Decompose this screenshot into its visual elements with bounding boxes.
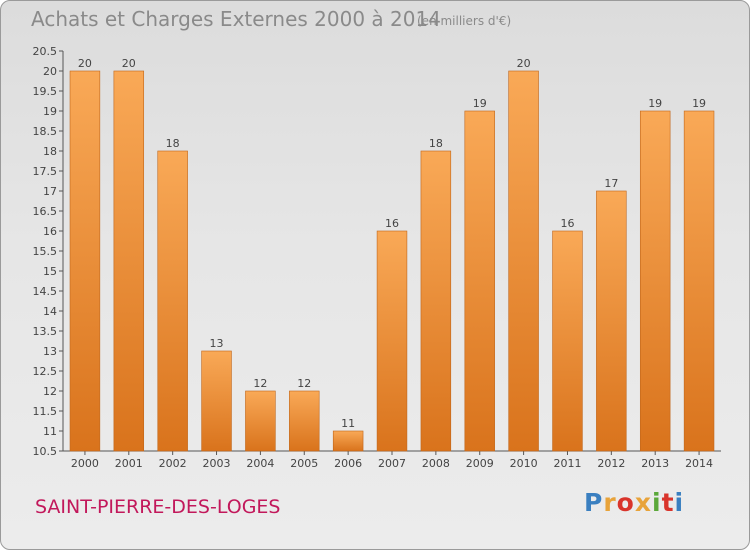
y-tick-label: 14 bbox=[43, 305, 57, 318]
bar bbox=[332, 430, 364, 452]
y-tick-label: 20.5 bbox=[33, 45, 58, 58]
y-tick-label: 13.5 bbox=[33, 325, 58, 338]
x-tick-label: 2003 bbox=[203, 457, 231, 470]
logo-letter: i bbox=[674, 488, 685, 517]
x-tick-label: 2014 bbox=[685, 457, 713, 470]
logo-letter: x bbox=[634, 488, 652, 517]
y-tick-label: 16.5 bbox=[33, 205, 58, 218]
x-tick-label: 2001 bbox=[115, 457, 143, 470]
y-tick-label: 12.5 bbox=[33, 365, 58, 378]
x-tick-label: 2008 bbox=[422, 457, 450, 470]
bar bbox=[464, 110, 495, 452]
bar bbox=[157, 150, 188, 452]
logo-letter: t bbox=[661, 488, 675, 517]
x-tick-label: 2010 bbox=[510, 457, 538, 470]
logo-letter: i bbox=[652, 488, 662, 517]
x-tick-label: 2000 bbox=[71, 457, 99, 470]
bar bbox=[376, 230, 408, 452]
x-tick-label: 2006 bbox=[334, 457, 362, 470]
bar bbox=[596, 190, 627, 452]
commune-name: SAINT-PIERRE-DES-LOGES bbox=[35, 496, 281, 518]
y-tick-label: 12 bbox=[43, 385, 57, 398]
data-label: 19 bbox=[692, 97, 706, 110]
data-label: 16 bbox=[385, 217, 399, 230]
bar bbox=[639, 110, 671, 452]
data-label: 18 bbox=[166, 137, 180, 150]
logo-letter: P bbox=[584, 488, 604, 517]
bar bbox=[69, 70, 101, 452]
bar bbox=[508, 70, 539, 452]
bar bbox=[683, 110, 715, 452]
x-tick-label: 2005 bbox=[290, 457, 318, 470]
bar bbox=[552, 230, 583, 452]
y-tick-label: 11.5 bbox=[33, 405, 58, 418]
y-tick-label: 19.5 bbox=[33, 85, 58, 98]
data-label: 12 bbox=[253, 377, 267, 390]
y-tick-label: 17 bbox=[43, 185, 57, 198]
bar bbox=[289, 390, 320, 452]
data-label: 18 bbox=[429, 137, 443, 150]
y-tick-label: 13 bbox=[43, 345, 57, 358]
y-tick-label: 18 bbox=[43, 145, 57, 158]
y-tick-label: 20 bbox=[43, 65, 57, 78]
y-tick-label: 18.5 bbox=[33, 125, 58, 138]
logo-letter: o bbox=[616, 488, 635, 517]
y-tick-label: 10.5 bbox=[33, 445, 58, 458]
bar bbox=[420, 150, 452, 452]
chart-title: Achats et Charges Externes 2000 à 2014 bbox=[31, 7, 441, 31]
bars bbox=[69, 70, 715, 452]
data-label: 19 bbox=[473, 97, 487, 110]
x-tick-label: 2004 bbox=[246, 457, 274, 470]
data-label: 17 bbox=[604, 177, 618, 190]
chart-subtitle: (en milliers d'€) bbox=[417, 14, 512, 28]
y-axis: 10.5 11 11.5 12 12.5 13 13.5 14 14.5 15 15.5 16 16.5… bbox=[33, 45, 64, 458]
bar bbox=[113, 70, 145, 452]
bar bbox=[245, 390, 276, 452]
x-tick-label: 2002 bbox=[159, 457, 187, 470]
x-tick-label: 2013 bbox=[641, 457, 669, 470]
y-tick-label: 17.5 bbox=[33, 165, 58, 178]
proxiti-logo[interactable]: Proxiti bbox=[584, 488, 684, 517]
x-axis: 2000 2001 2002 2003 2004 2005 2006 2007 2008 2009… bbox=[63, 450, 721, 470]
data-label: 19 bbox=[648, 97, 662, 110]
x-tick-label: 2011 bbox=[553, 457, 581, 470]
data-label: 11 bbox=[341, 417, 355, 430]
data-labels: 20 20 18 13 12 12 11 16 18 19 20 16 17 19 19 bbox=[78, 57, 706, 430]
data-label: 20 bbox=[122, 57, 136, 70]
bar bbox=[201, 350, 232, 452]
x-tick-label: 2009 bbox=[466, 457, 494, 470]
y-tick-label: 19 bbox=[43, 105, 57, 118]
y-tick-label: 16 bbox=[43, 225, 57, 238]
data-label: 20 bbox=[78, 57, 92, 70]
data-label: 16 bbox=[560, 217, 574, 230]
y-tick-label: 14.5 bbox=[33, 285, 58, 298]
x-tick-label: 2007 bbox=[378, 457, 406, 470]
logo-letter: r bbox=[603, 488, 617, 517]
y-tick-label: 15 bbox=[43, 265, 57, 278]
data-label: 13 bbox=[210, 337, 224, 350]
data-label: 20 bbox=[517, 57, 531, 70]
x-tick-label: 2012 bbox=[597, 457, 625, 470]
data-label: 12 bbox=[297, 377, 311, 390]
y-tick-label: 11 bbox=[43, 425, 57, 438]
y-tick-label: 15.5 bbox=[33, 245, 58, 258]
